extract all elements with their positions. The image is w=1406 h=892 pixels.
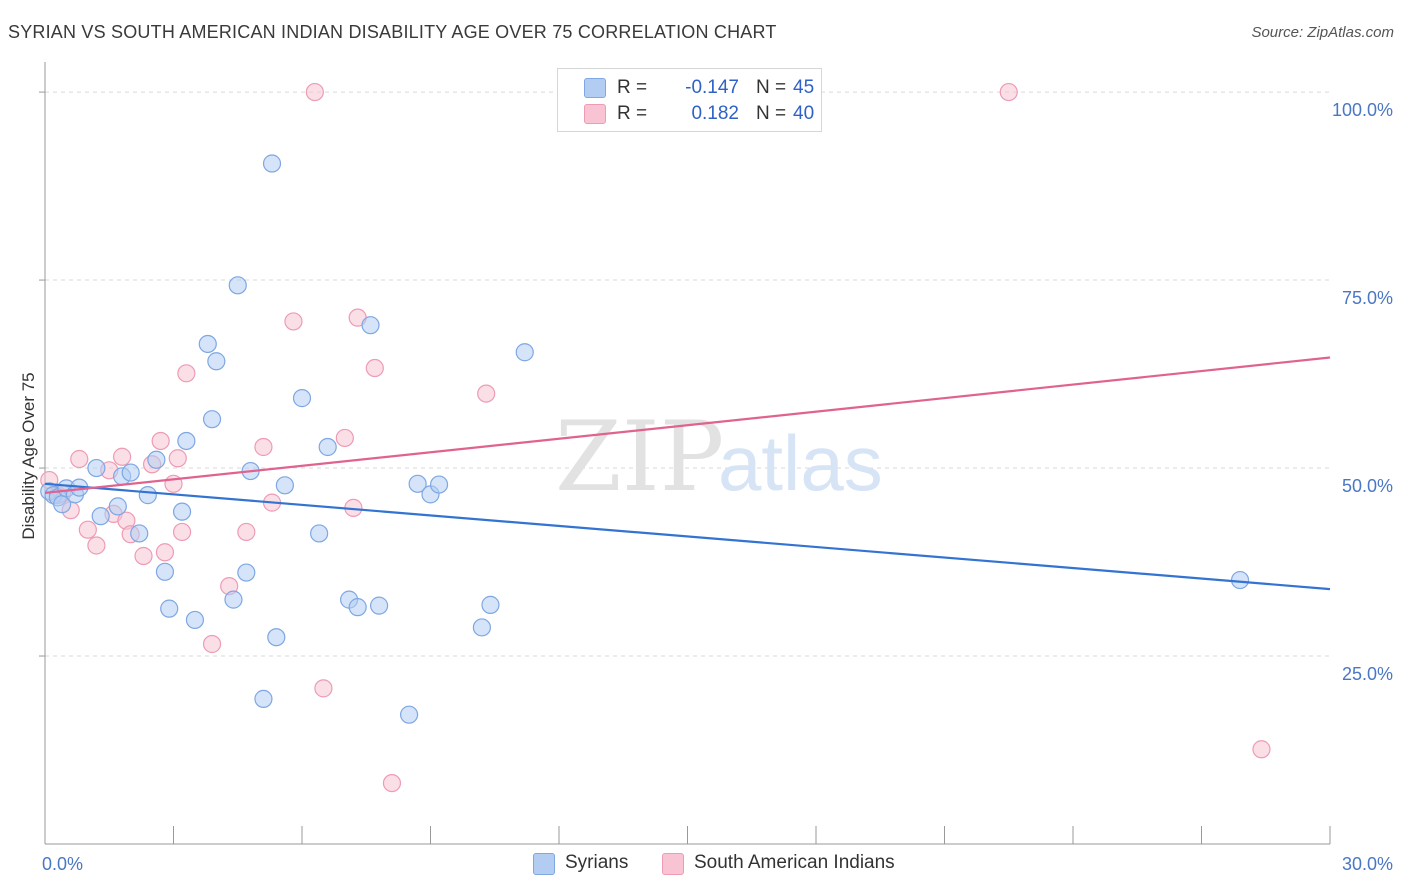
point-syrians	[254, 689, 273, 708]
point-sai	[477, 384, 496, 403]
point-sai	[237, 522, 256, 542]
y-tick-label: 50.0%	[1342, 476, 1393, 496]
legend-n-value: 40	[793, 103, 815, 124]
point-syrians	[292, 389, 312, 408]
point-sai	[134, 546, 153, 566]
labels-layer: 25.0% 50.0% 75.0% 100.0% 0.0% 30.0% Disability…	[19, 100, 1393, 874]
bottom-legend-label-syrians: Syrians	[565, 852, 629, 873]
point-syrians	[348, 598, 367, 617]
y-tick-label: 75.0%	[1342, 288, 1393, 308]
y-axis-label: Disability Age Over 75	[19, 372, 38, 539]
point-syrians	[237, 563, 256, 582]
point-syrians	[267, 628, 286, 647]
point-sai	[305, 82, 324, 102]
point-syrians	[318, 437, 337, 457]
point-syrians	[515, 343, 534, 362]
point-syrians	[370, 596, 389, 615]
point-syrians	[172, 502, 192, 521]
legend-swatch-sai	[584, 104, 606, 124]
point-sai	[382, 773, 402, 793]
point-sai	[172, 522, 192, 542]
point-syrians	[202, 410, 222, 429]
watermark-atlas: atlas	[718, 419, 883, 507]
bottom-legend-swatch-syrians	[533, 853, 555, 875]
legend-n-label: N =	[756, 103, 787, 124]
trend-line-syrians	[44, 482, 1331, 591]
point-syrians	[275, 476, 294, 495]
point-syrians	[155, 562, 175, 581]
point-syrians	[198, 334, 217, 354]
watermark: ZIP atlas	[555, 401, 883, 513]
legend-n-value: 45	[793, 77, 815, 98]
legend-r-value: -0.147	[685, 77, 739, 98]
point-syrians	[1230, 570, 1250, 590]
x-tick-label: 30.0%	[1342, 854, 1393, 874]
point-syrians	[177, 431, 196, 451]
point-sai	[314, 679, 333, 698]
point-syrians	[108, 497, 127, 516]
point-syrians	[147, 450, 166, 469]
chart-title: SYRIAN VS SOUTH AMERICAN INDIAN DISABILI…	[8, 22, 777, 42]
y-tick-label: 25.0%	[1342, 664, 1393, 684]
bottom-legend-label-sai: South American Indians	[694, 852, 895, 873]
point-sai	[1252, 740, 1271, 759]
legend-r-label: R =	[617, 77, 648, 98]
point-syrians	[121, 463, 140, 482]
point-syrians	[91, 507, 110, 526]
point-syrians	[138, 486, 157, 505]
point-sai	[168, 449, 187, 468]
point-syrians	[429, 475, 449, 494]
point-syrians	[160, 599, 179, 618]
legend: R = -0.147 N = 45 R = 0.182 N = 40	[557, 68, 822, 132]
legend-swatch-syrians	[584, 78, 606, 98]
point-sai	[202, 634, 222, 654]
point-sai	[70, 449, 89, 469]
point-sai	[335, 428, 354, 448]
point-syrians	[361, 316, 380, 335]
point-syrians	[87, 458, 106, 478]
bottom-legend-swatch-sai	[662, 853, 684, 875]
point-sai	[254, 437, 273, 457]
axes-layer	[39, 62, 1331, 845]
point-syrians	[228, 276, 247, 295]
point-sai	[112, 447, 132, 466]
point-sai	[365, 358, 384, 378]
trend-line-sai	[44, 356, 1331, 494]
point-syrians	[310, 524, 329, 543]
point-sai	[155, 543, 175, 562]
y-tick-label: 100.0%	[1332, 100, 1393, 120]
watermark-zip: ZIP	[555, 401, 724, 513]
legend-r-label: R =	[617, 103, 648, 124]
point-sai	[78, 520, 97, 539]
x-tick-label: 0.0%	[42, 854, 83, 874]
point-syrians	[207, 352, 226, 371]
point-syrians	[224, 590, 243, 609]
point-syrians	[185, 610, 205, 630]
legend-r-value: 0.182	[691, 103, 739, 124]
point-syrians	[262, 154, 282, 173]
chart-source: Source: ZipAtlas.com	[1251, 24, 1394, 41]
point-sai	[87, 536, 106, 555]
point-syrians	[481, 595, 500, 614]
point-sai	[151, 431, 170, 451]
point-syrians	[399, 705, 419, 724]
point-syrians	[472, 618, 491, 637]
point-syrians	[408, 474, 427, 493]
point-sai	[177, 364, 196, 383]
point-sai	[999, 82, 1018, 102]
point-syrians	[130, 524, 149, 543]
point-sai	[284, 312, 303, 331]
trend-layer	[44, 356, 1331, 591]
legend-n-label: N =	[756, 77, 787, 98]
